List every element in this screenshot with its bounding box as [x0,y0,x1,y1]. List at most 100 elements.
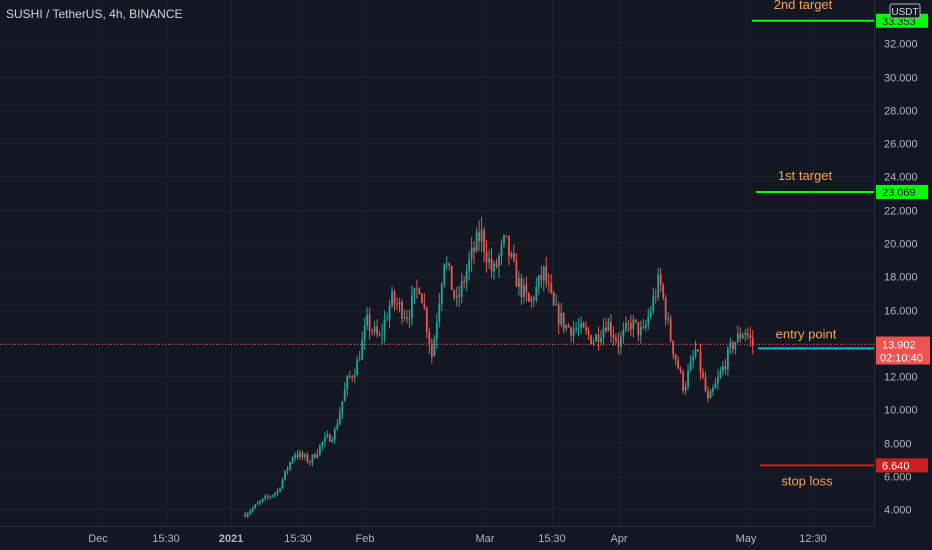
candle-body [615,337,617,341]
candle-body [572,328,575,336]
candle-body [624,322,627,330]
candle-body [296,454,299,457]
symbol-title[interactable]: SUSHI / TetherUS, 4h, BINANCE [6,7,183,21]
candle-body [600,337,602,343]
price-tag-text: 23.069 [882,187,916,199]
candle-body [610,321,612,335]
candle-body [535,286,538,300]
time-tick-label: 15:30 [538,533,566,545]
candle-body [746,333,749,336]
candle-body [712,388,714,392]
candle-body [719,371,722,378]
candle-body [368,314,371,331]
candle-body [657,274,660,297]
candle-body [328,434,331,442]
price-axis[interactable]: 4.0006.0008.00010.00012.00014.00016.0001… [874,0,932,550]
candle-body [309,461,311,463]
candle-body [353,375,356,378]
candle-body [435,321,438,340]
price-tick-label: 6.000 [884,472,912,484]
candle-body [326,434,329,438]
candle-body [333,429,336,440]
candle-body [734,342,737,350]
candle-body [592,341,595,344]
candle-body [555,304,558,306]
candle-body [363,326,366,340]
candle-body [687,370,689,387]
candle-body [259,501,262,504]
countdown-text: 02:10:40 [880,353,923,365]
price-axis-bg [874,0,932,550]
price-tick-label: 22.000 [884,206,918,218]
candle-body [565,325,568,329]
candle-body [470,247,473,260]
candle-body [674,354,677,360]
candle-body [617,340,620,347]
candle-body [692,356,694,361]
candle-body [304,454,306,457]
price-tag-bg [876,184,928,199]
candle-body [299,452,301,457]
candle-body [269,496,272,498]
candle-body [284,470,286,480]
candle-body [294,454,296,459]
candle-body [281,479,284,489]
candle-body [699,351,702,373]
candle-body [580,323,582,328]
candle-body [408,318,411,320]
price-tick-label: 28.000 [884,106,918,118]
candle-body [383,319,386,334]
trade-annotations: 2nd target 1st target entry point stop loss [752,0,874,488]
candle-body [286,469,289,471]
candle-body [612,334,615,338]
candle-body [582,323,585,328]
time-tick-label: 2021 [219,533,243,545]
candle-body [552,292,555,306]
candle-body [647,316,650,325]
candle-body [246,513,249,517]
candlestick-series [244,216,754,518]
candle-body [510,253,513,257]
candle-body [522,284,525,297]
price-tag: 23.069 [876,184,928,199]
candle-body [726,348,729,370]
candle-body [279,488,281,491]
candle-body [458,295,461,297]
candle-body [406,317,408,319]
candle-body [508,235,510,257]
price-tick-label: 32.000 [884,39,918,51]
candle-body [667,318,670,320]
price-tick-label: 4.000 [884,505,912,517]
candle-body [505,235,508,237]
candle-body [498,255,500,267]
candle-body [445,263,448,265]
candle-body [443,264,446,285]
candle-body [318,445,321,455]
candle-body [455,295,458,298]
time-axis[interactable]: Dec 15:30 2021 15:30 Feb Mar 15:30 Apr May 12:30 [0,526,932,550]
candle-body [500,243,503,256]
candle-body [388,305,391,320]
price-tag-bg [876,458,928,473]
candle-body [595,334,597,342]
candle-body [649,311,652,317]
candle-body [562,312,565,329]
candle-body [420,293,423,304]
candle-body [607,321,610,332]
candle-body [520,277,523,297]
candle-body [537,275,540,287]
candle-body [306,454,309,462]
currency-text: USDT [891,7,918,18]
candle-body [557,304,560,325]
candle-body [448,263,451,266]
candle-body [729,342,732,349]
candle-body [393,291,396,304]
candle-body [366,314,369,327]
candle-body [669,318,672,341]
candle-body [702,372,704,378]
candle-body [545,266,548,283]
candle-body [525,284,528,294]
candle-body [411,295,413,319]
